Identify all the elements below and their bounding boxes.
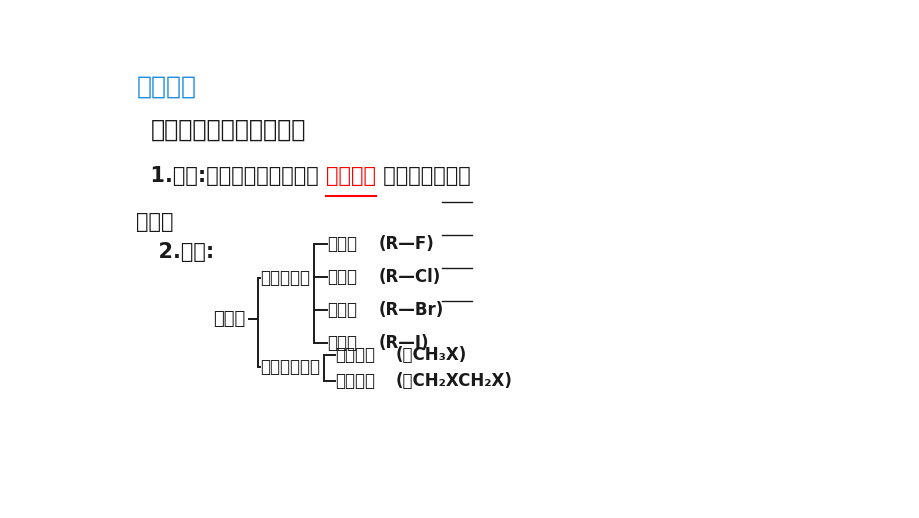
Text: 按卤原子多少: 按卤原子多少 (260, 358, 320, 376)
Text: 取代后生成的化: 取代后生成的化 (376, 166, 471, 186)
Text: 合物。: 合物。 (136, 212, 174, 232)
Text: (R—I): (R—I) (379, 334, 429, 352)
Text: 基础知识: 基础知识 (136, 74, 196, 98)
Text: (如CH₂XCH₂X): (如CH₂XCH₂X) (395, 372, 512, 390)
Text: (R—Br): (R—Br) (379, 301, 444, 319)
Text: 溃代烃: 溃代烃 (326, 301, 357, 319)
Text: (如CH₃X): (如CH₃X) (395, 347, 466, 364)
Text: 按卤素种类: 按卤素种类 (260, 268, 310, 286)
Text: 多卤代烃: 多卤代烃 (335, 372, 374, 390)
Text: 单卤代烃: 单卤代烃 (335, 347, 374, 364)
Text: (R—F): (R—F) (379, 235, 434, 253)
Text: 1.定义:烃分子中的氢原子被: 1.定义:烃分子中的氢原子被 (136, 166, 326, 186)
Text: 卤素原子: 卤素原子 (326, 166, 376, 186)
Text: 碰代烃: 碰代烃 (326, 334, 357, 352)
Text: 卤代烃: 卤代烃 (213, 310, 245, 328)
Text: 一、卤代烃的结构和性质: 一、卤代烃的结构和性质 (151, 118, 306, 142)
Text: 2.分类:: 2.分类: (143, 241, 213, 262)
Text: (R—Cl): (R—Cl) (379, 268, 441, 286)
Text: 氯代烃: 氯代烃 (326, 268, 357, 286)
Text: 氟代烃: 氟代烃 (326, 235, 357, 253)
